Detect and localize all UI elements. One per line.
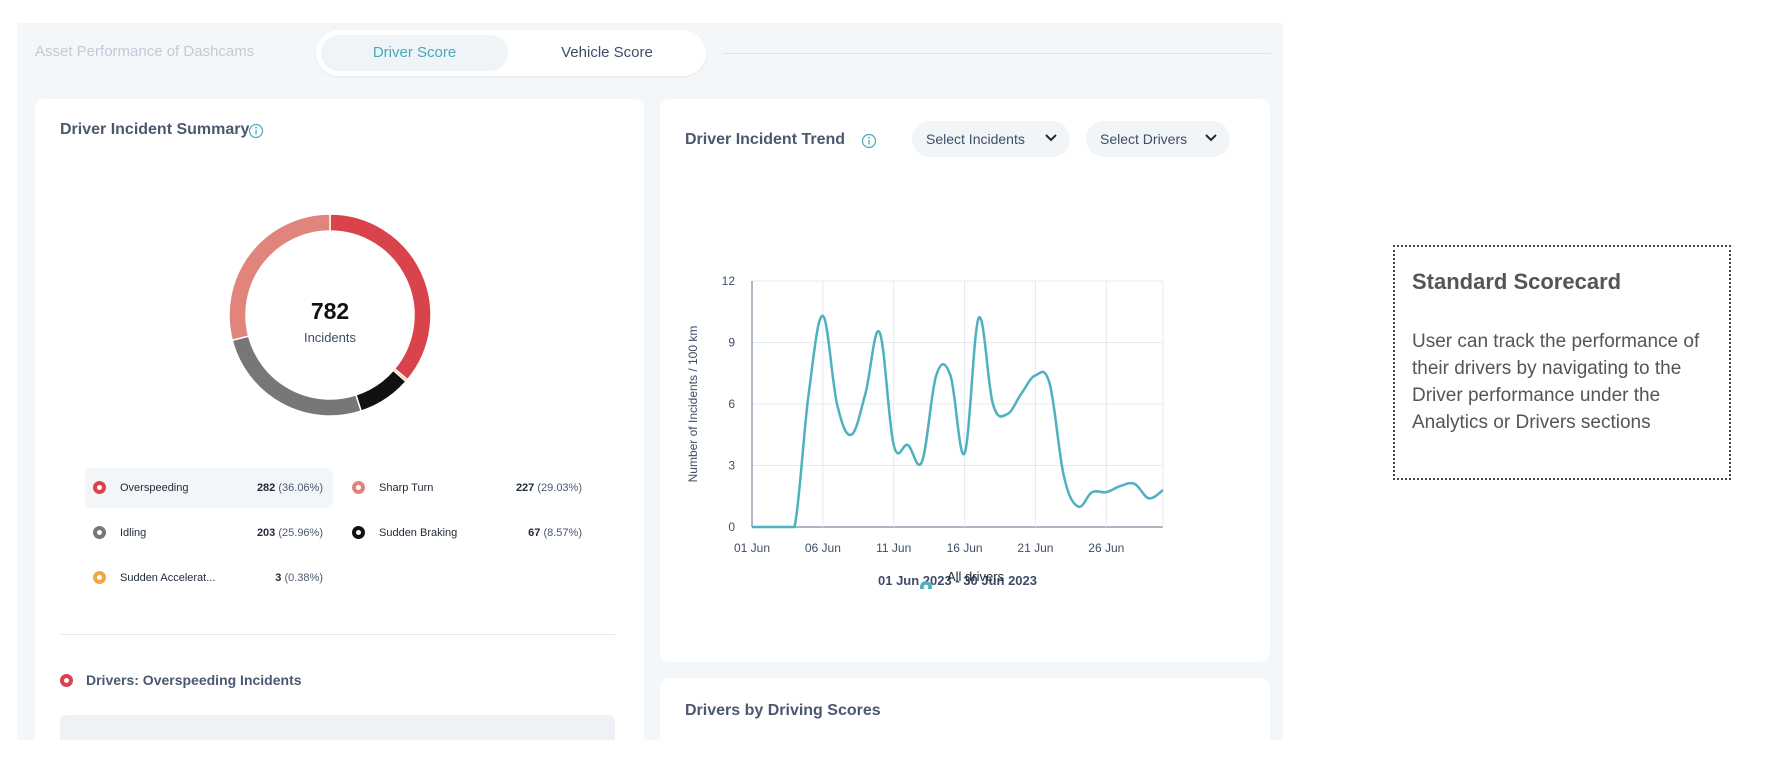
donut-total-label: Incidents — [304, 330, 357, 345]
legend-label: Sharp Turn — [379, 482, 434, 494]
legend-percent: (29.03%) — [537, 482, 582, 494]
legend-item-overspeeding[interactable]: Overspeeding 282 (36.06%) — [85, 468, 333, 508]
legend-count: 3 — [275, 572, 282, 584]
legend-item-idling[interactable]: Idling 203 (25.96%) — [85, 513, 333, 553]
sudden-acceleration-dot — [93, 571, 106, 584]
legend-label: Sudden Braking — [379, 527, 458, 539]
page-title: Asset Performance of Dashcams — [35, 43, 255, 60]
x-axis-label: 01 Jun 2023 - 30 Jun 2023 — [878, 573, 1037, 588]
legend-percent: (0.38%) — [284, 572, 323, 584]
legend-label: Idling — [120, 527, 147, 539]
tab-vehicle-score[interactable]: Vehicle Score — [561, 44, 653, 61]
series-line-all-drivers[interactable] — [751, 314, 1164, 529]
x-tick-label: 06 Jun — [805, 541, 841, 555]
drivers-incidents-title: Drivers: Overspeeding Incidents — [86, 672, 302, 688]
select-drivers-label: Select Drivers — [1100, 131, 1188, 147]
x-tick-label: 26 Jun — [1088, 541, 1124, 555]
legend-label: Overspeeding — [120, 482, 189, 494]
dashboard-panel: Asset Performance of Dashcams Driver Sco… — [17, 23, 1283, 740]
donut-slice-sudden-braking[interactable] — [354, 369, 408, 413]
sudden-braking-dot — [352, 526, 365, 539]
donut-total-value: 782 — [311, 298, 349, 324]
legend-item-sudden-acceleration[interactable]: Sudden Accelerat... 3 (0.38%) — [85, 558, 333, 598]
overspeeding-dot — [60, 674, 73, 687]
score-type-switch: Driver Score Vehicle Score — [316, 30, 706, 76]
incident-summary-card: Driver Incident Summary 782 Incidents Ov… — [35, 99, 644, 740]
info-icon[interactable] — [861, 133, 877, 149]
select-incidents-dropdown[interactable]: Select Incidents — [912, 121, 1070, 157]
y-axis-label: Number of Incidents / 100 km — [686, 326, 700, 483]
incident-trend-card: Driver Incident Trend Select Incidents S… — [660, 99, 1270, 662]
tab-driver-score[interactable]: Driver Score — [321, 35, 508, 71]
chart-legend[interactable]: All drivers — [920, 569, 1005, 589]
y-tick-label: 6 — [728, 397, 735, 411]
incident-summary-title: Driver Incident Summary — [60, 121, 250, 138]
legend-count: 282 — [256, 482, 276, 494]
driving-scores-title: Drivers by Driving Scores — [685, 702, 881, 719]
legend-value: 227 (29.03%) — [516, 481, 582, 495]
legend-label: Sudden Accelerat... — [120, 572, 216, 584]
legend-label-all-drivers: All drivers — [947, 569, 1005, 584]
legend-item-sudden-braking[interactable]: Sudden Braking 67 (8.57%) — [344, 513, 592, 553]
legend-value: 203 (25.96%) — [257, 526, 323, 540]
legend-count: 203 — [256, 527, 276, 539]
x-tick-label: 11 Jun — [876, 541, 911, 555]
legend-value: 3 (0.38%) — [275, 571, 323, 585]
donut-slice-sharp-turn[interactable] — [228, 213, 331, 342]
x-tick-label: 16 Jun — [947, 541, 983, 555]
sharp-turn-dot — [352, 481, 365, 494]
section-divider — [60, 634, 615, 635]
x-tick-label: 21 Jun — [1017, 541, 1053, 555]
callout-title: Standard Scorecard — [1412, 269, 1622, 294]
select-drivers-dropdown[interactable]: Select Drivers — [1086, 121, 1230, 157]
overspeeding-dot — [93, 481, 106, 494]
legend-value: 282 (36.06%) — [257, 481, 323, 495]
chevron-down-icon — [1205, 134, 1217, 142]
drivers-table-header — [60, 715, 615, 740]
y-tick-label: 9 — [728, 336, 735, 350]
donut-slice-overspeeding[interactable] — [329, 213, 432, 381]
incident-donut-chart: 782 Incidents — [228, 213, 432, 417]
legend-percent: (8.57%) — [543, 527, 582, 539]
y-tick-label: 0 — [728, 520, 735, 534]
legend-item-sharp-turn[interactable]: Sharp Turn 227 (29.03%) — [344, 468, 592, 508]
legend-count: 67 — [528, 527, 541, 539]
callout-text: User can track the performance of their … — [1412, 331, 1700, 433]
legend-percent: (25.96%) — [278, 527, 323, 539]
legend-value: 67 (8.57%) — [528, 526, 582, 540]
header-divider — [722, 53, 1271, 54]
y-tick-label: 3 — [728, 459, 735, 473]
legend-percent: (36.06%) — [278, 482, 323, 494]
x-tick-label: 01 Jun — [734, 541, 770, 555]
incident-trend-title: Driver Incident Trend — [685, 131, 846, 148]
info-icon[interactable] — [248, 123, 264, 139]
driving-scores-card: Drivers by Driving Scores — [660, 678, 1270, 740]
select-incidents-label: Select Incidents — [926, 131, 1025, 147]
y-tick-label: 12 — [722, 274, 736, 288]
chevron-down-icon — [1045, 134, 1057, 142]
scorecard-callout: Standard Scorecard User can track the pe… — [1393, 245, 1731, 480]
incident-trend-chart: 0 3 6 9 12 01 Jun 06 Jun 11 Jun 16 Jun 21 Jun 26 J… — [686, 274, 1164, 589]
legend-marker-center — [923, 584, 929, 589]
donut-slice-idling[interactable] — [231, 335, 363, 417]
legend-count: 227 — [515, 482, 535, 494]
idling-dot — [93, 526, 106, 539]
